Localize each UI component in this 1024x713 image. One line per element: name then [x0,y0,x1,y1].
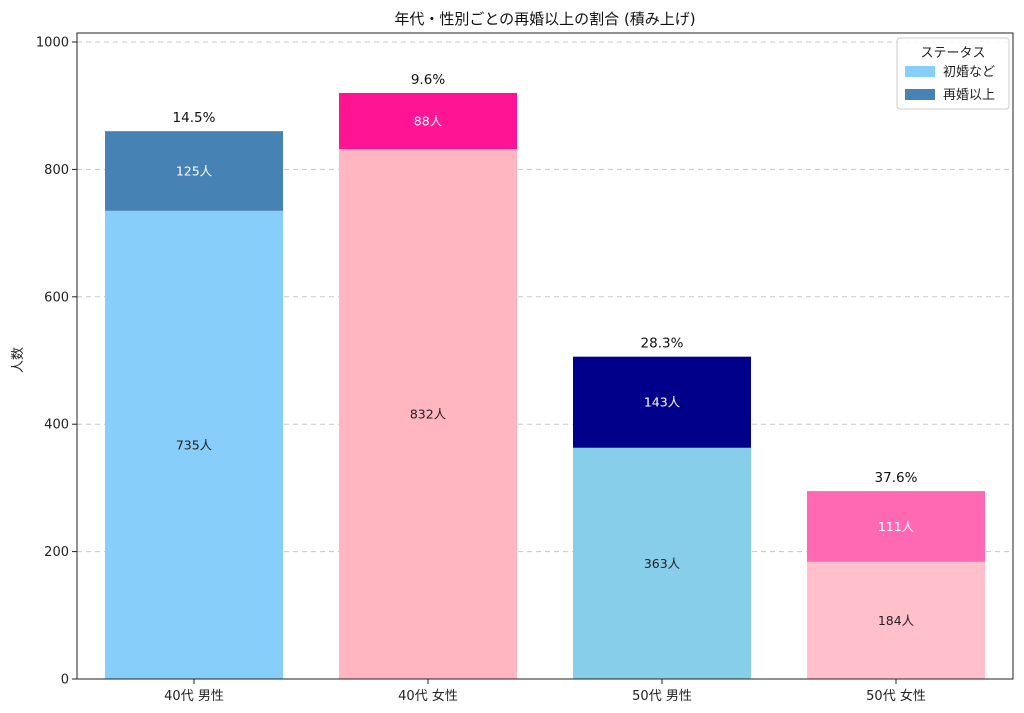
x-tick-label: 50代 男性 [632,689,692,704]
bar-value-label: 184人 [878,613,915,628]
bar-labels: 735人 125人 14.5% 832人 88人 9.6% 363人 143人 28.3% 184… [173,72,918,628]
y-tick-label: 1000 [36,36,69,51]
bar-value-label: 125人 [176,163,213,178]
y-tick-label: 0 [61,673,69,688]
bar-value-label: 88人 [414,113,443,128]
bars [105,92,985,680]
axes: 0 200 400 600 800 1000 40代 男性 40代 女性 50代 男性 50代 女… [36,32,1014,704]
legend: ステータス 初婚など 再婚以上 [896,37,1010,110]
bar-percent-label: 37.6% [875,470,918,486]
bar-segment [807,491,985,562]
bar-segment [105,210,283,679]
y-axis-title: 人数 [11,347,26,373]
bar-segment [807,561,985,679]
bar-percent-label: 28.3% [641,336,684,352]
y-tick-label: 400 [44,418,69,433]
chart-title: 年代・性別ごとの再婚以上の割合 (積み上げ) [394,10,695,28]
plot-frame [76,32,1014,680]
legend-title: ステータス [920,46,985,61]
bar-value-label: 832人 [410,407,447,422]
legend-swatch-remarriage [905,89,935,100]
legend-label-first-marriage: 初婚など [943,65,995,80]
bar-value-label: 143人 [644,395,681,410]
x-tick-label: 50代 女性 [866,688,926,704]
legend-swatch-first-marriage [905,66,935,77]
bar-value-label: 363人 [644,556,681,571]
bar-percent-label: 14.5% [173,110,216,126]
y-tick-label: 200 [44,545,69,560]
bar-value-label: 111人 [878,519,915,534]
bar-percent-label: 9.6% [411,72,445,88]
bar-segment [105,131,283,211]
x-tick-label: 40代 男性 [164,689,224,704]
legend-label-remarriage: 再婚以上 [943,88,995,103]
x-tick-label: 40代 女性 [398,688,458,704]
bar-segment [339,92,517,150]
bar-segment [573,447,751,679]
bar-segment [573,356,751,448]
bar-value-label: 735人 [176,437,213,452]
y-tick-label: 800 [44,163,69,178]
y-tick-label: 600 [44,290,69,305]
bar-segment [339,149,517,680]
